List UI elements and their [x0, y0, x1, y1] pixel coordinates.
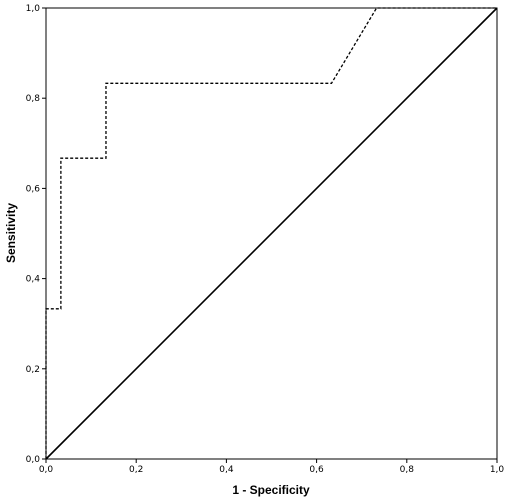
y-tick-label: 0,0 — [26, 455, 41, 465]
x-tick-label: 0,0 — [39, 465, 54, 475]
x-tick-label: 1,0 — [490, 465, 505, 475]
y-tick-label: 0,2 — [26, 365, 40, 375]
reference-diagonal-line — [45, 7, 498, 460]
x-tick-label: 0,2 — [129, 465, 143, 475]
y-tick-label: 0,8 — [26, 94, 41, 104]
y-tick-label: 1,0 — [26, 4, 41, 14]
y-tick-label: 0,6 — [26, 184, 41, 194]
x-axis-title: 1 - Specificity — [232, 483, 310, 497]
x-tick-label: 0,6 — [309, 465, 324, 475]
y-axis-title: Sensitivity — [4, 203, 18, 263]
y-tick-label: 0,4 — [26, 275, 41, 285]
x-tick-label: 0,8 — [400, 465, 415, 475]
ticks-layer: 0,0 0,2 0,4 0,6 0,8 1,0 0,0 0,2 0,4 0,6 0,8 1,0 — [26, 4, 505, 475]
plot-frame — [45, 7, 498, 460]
roc-curve-line — [45, 7, 497, 459]
series-layer — [45, 7, 498, 460]
x-tick-label: 0,4 — [219, 465, 234, 475]
